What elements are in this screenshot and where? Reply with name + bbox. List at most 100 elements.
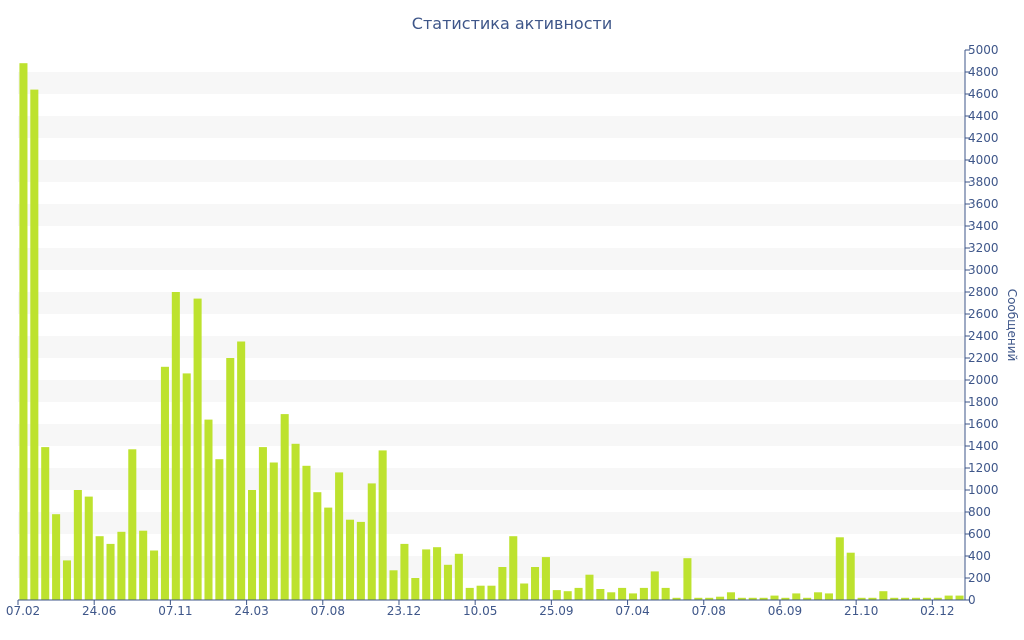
bar[interactable] xyxy=(803,597,812,600)
y-tick-label: 1000 xyxy=(968,483,999,497)
y-tick-label: 2400 xyxy=(968,329,999,343)
bar[interactable] xyxy=(792,593,801,600)
bar[interactable] xyxy=(150,550,159,601)
bar[interactable] xyxy=(759,597,768,600)
bar[interactable] xyxy=(302,465,311,600)
x-tick-label: 07.08 xyxy=(311,604,345,618)
bar[interactable] xyxy=(41,447,50,600)
bar[interactable] xyxy=(639,587,648,600)
bar[interactable] xyxy=(716,596,725,600)
bar[interactable] xyxy=(857,597,866,600)
bar[interactable] xyxy=(814,592,823,600)
bar[interactable] xyxy=(563,591,572,600)
bar[interactable] xyxy=(443,564,452,600)
bar[interactable] xyxy=(509,536,518,600)
bar[interactable] xyxy=(400,543,409,600)
bar[interactable] xyxy=(313,492,322,600)
bar[interactable] xyxy=(846,552,855,600)
bar[interactable] xyxy=(922,597,931,600)
bar[interactable] xyxy=(835,537,844,600)
bar[interactable] xyxy=(531,567,540,600)
bar[interactable] xyxy=(683,558,692,600)
bar[interactable] xyxy=(182,373,191,600)
bar[interactable] xyxy=(193,298,202,600)
bar[interactable] xyxy=(117,531,126,600)
bar[interactable] xyxy=(498,567,507,600)
y-tick-label: 200 xyxy=(968,571,991,585)
bar[interactable] xyxy=(748,597,757,600)
bar[interactable] xyxy=(128,449,137,600)
bar[interactable] xyxy=(62,560,72,600)
bar[interactable] xyxy=(204,419,213,600)
bar[interactable] xyxy=(433,547,442,600)
grid-band xyxy=(18,160,965,182)
x-tick-label: 02.12 xyxy=(920,604,954,618)
bar[interactable] xyxy=(911,597,921,600)
bar[interactable] xyxy=(650,571,659,600)
grid-band xyxy=(18,424,965,446)
y-tick-label: 400 xyxy=(968,549,991,563)
bar[interactable] xyxy=(73,490,82,600)
bar[interactable] xyxy=(694,597,703,600)
bar[interactable] xyxy=(324,507,333,600)
x-tick-label: 07.11 xyxy=(158,604,192,618)
bar[interactable] xyxy=(389,570,398,600)
bar[interactable] xyxy=(944,595,953,600)
bar[interactable] xyxy=(726,592,735,600)
y-axis: 0 200 400 600 800 1000 1200 1400 1600 1800 2000 220… xyxy=(964,43,999,607)
bar[interactable] xyxy=(171,292,180,600)
bar[interactable] xyxy=(596,589,605,600)
bar[interactable] xyxy=(737,597,746,600)
bar[interactable] xyxy=(248,490,257,600)
bar[interactable] xyxy=(226,358,235,600)
bar[interactable] xyxy=(487,585,496,600)
bar[interactable] xyxy=(345,519,355,600)
bar[interactable] xyxy=(781,597,790,600)
bar[interactable] xyxy=(95,536,104,600)
bar[interactable] xyxy=(476,585,485,600)
bar[interactable] xyxy=(465,587,474,600)
bar[interactable] xyxy=(335,472,344,600)
bar[interactable] xyxy=(824,593,833,600)
bar[interactable] xyxy=(607,592,616,600)
bar[interactable] xyxy=(901,597,910,600)
bar[interactable] xyxy=(367,483,376,600)
bar[interactable] xyxy=(215,459,224,600)
bar[interactable] xyxy=(868,597,877,600)
bar[interactable] xyxy=(139,530,148,600)
bar[interactable] xyxy=(520,583,529,601)
bar[interactable] xyxy=(422,549,431,600)
bar[interactable] xyxy=(19,63,28,600)
bar[interactable] xyxy=(552,590,561,600)
y-tick-label: 3600 xyxy=(968,197,999,211)
bar[interactable] xyxy=(106,543,115,600)
bar[interactable] xyxy=(770,595,779,600)
y-tick-label: 2800 xyxy=(968,285,999,299)
bar[interactable] xyxy=(541,557,550,600)
bar[interactable] xyxy=(933,597,942,600)
bar[interactable] xyxy=(574,587,583,600)
bar[interactable] xyxy=(269,462,278,601)
bar[interactable] xyxy=(280,414,289,600)
bar[interactable] xyxy=(52,514,61,600)
bar[interactable] xyxy=(84,496,93,600)
bar[interactable] xyxy=(356,521,365,600)
bar[interactable] xyxy=(585,574,594,600)
y-tick-label: 2600 xyxy=(968,307,999,321)
bar[interactable] xyxy=(237,341,246,601)
bar[interactable] xyxy=(258,447,267,600)
bar[interactable] xyxy=(378,450,387,600)
bar[interactable] xyxy=(618,587,627,600)
bar[interactable] xyxy=(955,595,964,600)
bar[interactable] xyxy=(291,443,300,600)
bar[interactable] xyxy=(672,597,681,600)
bar[interactable] xyxy=(890,597,899,600)
bar[interactable] xyxy=(160,366,169,600)
bar[interactable] xyxy=(705,597,714,600)
bar[interactable] xyxy=(661,587,670,600)
bar[interactable] xyxy=(30,89,39,600)
bar[interactable] xyxy=(879,591,888,600)
bar[interactable] xyxy=(454,553,463,600)
bar[interactable] xyxy=(411,578,420,600)
bar[interactable] xyxy=(628,593,638,600)
